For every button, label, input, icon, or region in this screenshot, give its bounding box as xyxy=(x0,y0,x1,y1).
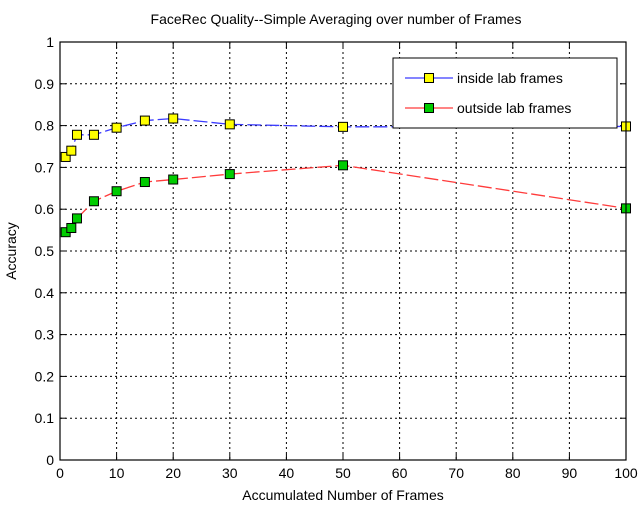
y-tick-label: 0.5 xyxy=(35,243,55,259)
x-tick-label: 90 xyxy=(562,465,578,481)
data-point xyxy=(88,129,99,140)
series-1 xyxy=(60,160,631,238)
series-layer xyxy=(60,113,631,238)
y-axis-label: Accuracy xyxy=(3,222,19,280)
axes: 0 10 20 30 40 50 60 70 80 90 100 0 0.1 0.2 0.3 0.4 0.5 0.… xyxy=(35,34,638,481)
data-point xyxy=(168,113,179,124)
x-tick-label: 10 xyxy=(109,465,125,481)
legend-entry: outside lab frames xyxy=(457,100,571,116)
y-tick-label: 0.1 xyxy=(35,410,55,426)
x-tick-label: 100 xyxy=(614,465,638,481)
x-tick-label: 60 xyxy=(392,465,408,481)
x-tick-label: 40 xyxy=(279,465,295,481)
data-point xyxy=(60,151,71,162)
y-tick-label: 0.8 xyxy=(35,118,55,134)
data-point xyxy=(66,223,77,234)
x-tick-label: 30 xyxy=(222,465,238,481)
data-point xyxy=(139,115,150,126)
data-point xyxy=(224,169,235,180)
data-point xyxy=(224,119,235,130)
legend-box xyxy=(392,57,618,129)
chart-title: FaceRec Quality--Simple Averaging over n… xyxy=(151,11,522,27)
y-tick-label: 1 xyxy=(46,34,54,50)
data-point xyxy=(111,186,122,197)
data-point xyxy=(111,122,122,133)
legend-marker xyxy=(424,73,434,83)
series-0 xyxy=(60,113,631,162)
x-tick-label: 0 xyxy=(56,465,64,481)
legend-marker xyxy=(424,103,434,113)
x-tick-label: 80 xyxy=(505,465,521,481)
x-tick-label: 50 xyxy=(335,465,351,481)
y-tick-label: 0.3 xyxy=(35,327,55,343)
x-axis-label: Accumulated Number of Frames xyxy=(242,487,444,503)
data-point xyxy=(338,121,348,132)
data-point xyxy=(71,213,82,224)
y-tick-label: 0.6 xyxy=(35,201,55,217)
y-tick-label: 0.9 xyxy=(35,76,55,92)
legend-entry: inside lab frames xyxy=(457,70,563,86)
y-tick-label: 0 xyxy=(46,452,54,468)
series-line xyxy=(65,117,627,158)
x-tick-label: 70 xyxy=(448,465,464,481)
data-point xyxy=(71,129,82,140)
y-tick-label: 0.2 xyxy=(35,368,55,384)
data-point xyxy=(168,174,179,185)
data-point xyxy=(66,145,77,156)
data-point xyxy=(139,177,150,188)
legend: inside lab frames outside lab frames xyxy=(392,57,618,129)
data-point xyxy=(88,196,99,207)
y-tick-label: 0.7 xyxy=(35,159,55,175)
plot-frame xyxy=(59,41,627,461)
data-point xyxy=(338,160,348,171)
x-tick-label: 20 xyxy=(165,465,181,481)
y-tick-label: 0.4 xyxy=(35,285,55,301)
